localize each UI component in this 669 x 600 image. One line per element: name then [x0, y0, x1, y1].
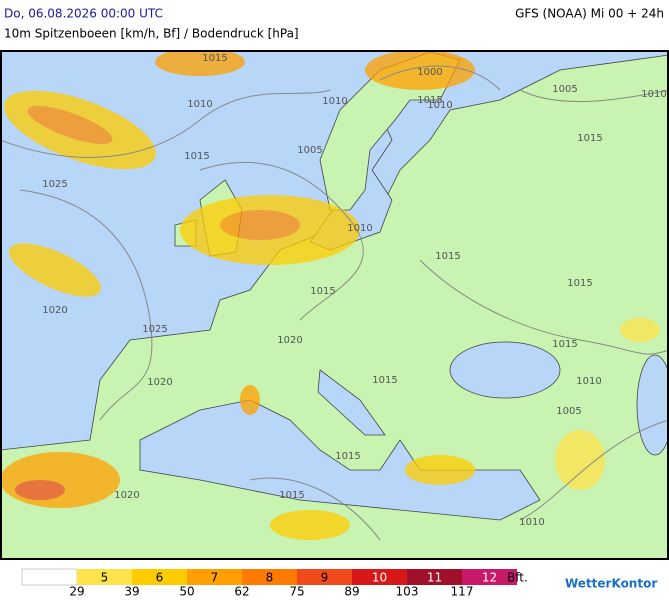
isobar-label: 1005 — [556, 406, 581, 417]
legend-swatch — [297, 569, 352, 585]
legend-kmh: 29 — [69, 585, 84, 599]
isobar-label: 1010 — [427, 100, 452, 111]
legend-swatch — [352, 569, 407, 585]
legend-swatch — [132, 569, 187, 585]
legend-kmh: 103 — [396, 585, 419, 599]
isobar-label: 1010 — [576, 376, 601, 387]
isobar-label: 1015 — [552, 339, 577, 350]
legend-calm — [21, 568, 78, 586]
map: 1015101010151025102010251010100510101015… — [1, 51, 668, 559]
isobar-label: 1025 — [42, 179, 67, 190]
isobar-label: 1010 — [641, 89, 666, 100]
subtitle: 10m Spitzenboeen [km/h, Bf] / Bodendruck… — [4, 27, 299, 41]
legend-bft: 10 — [372, 571, 387, 585]
legend-swatch — [462, 569, 517, 585]
isobar-label: 1005 — [552, 84, 577, 95]
isobar-label: 1015 — [202, 53, 227, 64]
datetime: Do, 06.08.2026 00:00 UTC — [4, 7, 163, 21]
isobar-label: 1005 — [297, 145, 322, 156]
legend-bft: 5 — [101, 571, 109, 585]
isobar-label: 1020 — [147, 377, 172, 388]
isobar-label: 1000 — [417, 67, 442, 78]
isobar-label: 1015 — [567, 278, 592, 289]
legend-kmh: 62 — [234, 585, 249, 599]
legend-bft: 7 — [211, 571, 219, 585]
isobar-label: 1010 — [187, 99, 212, 110]
legend-kmh: 39 — [124, 585, 139, 599]
legend-unit: Bft. — [507, 571, 528, 585]
isobar-label: 1015 — [372, 375, 397, 386]
isobar-label: 1015 — [184, 151, 209, 162]
isobar-label: 1010 — [347, 223, 372, 234]
model: GFS (NOAA) Mi 00 + 24h — [515, 7, 664, 21]
isobar-label: 1015 — [335, 451, 360, 462]
legend-swatch — [187, 569, 242, 585]
map-frame — [0, 50, 669, 560]
legend-kmh: 75 — [289, 585, 304, 599]
isobar-label: 1015 — [577, 133, 602, 144]
legend-bft: 8 — [266, 571, 274, 585]
legend-kmh: 50 — [179, 585, 194, 599]
isobar-label: 1015 — [435, 251, 460, 262]
brand: WetterKontor — [565, 577, 657, 591]
isobar-label: 1020 — [114, 490, 139, 501]
isobar-label: 1020 — [42, 305, 67, 316]
legend-swatch — [77, 569, 132, 585]
legend-swatch — [242, 569, 297, 585]
isobar-label: 1015 — [417, 95, 442, 106]
isobar-label: 1020 — [277, 335, 302, 346]
isobar-label: 1015 — [279, 490, 304, 501]
legend-bft: 12 — [482, 571, 497, 585]
legend-bft: 9 — [321, 571, 329, 585]
legend-kmh: 89 — [344, 585, 359, 599]
isobar-label: 1010 — [322, 96, 347, 107]
legend-bft: 11 — [427, 571, 442, 585]
legend-kmh: 117 — [451, 585, 474, 599]
legend-bft: 6 — [156, 571, 164, 585]
isobar-label: 1025 — [142, 324, 167, 335]
isobar-label: 1015 — [310, 286, 335, 297]
isobar-label: 1010 — [519, 517, 544, 528]
legend-swatch — [407, 569, 462, 585]
